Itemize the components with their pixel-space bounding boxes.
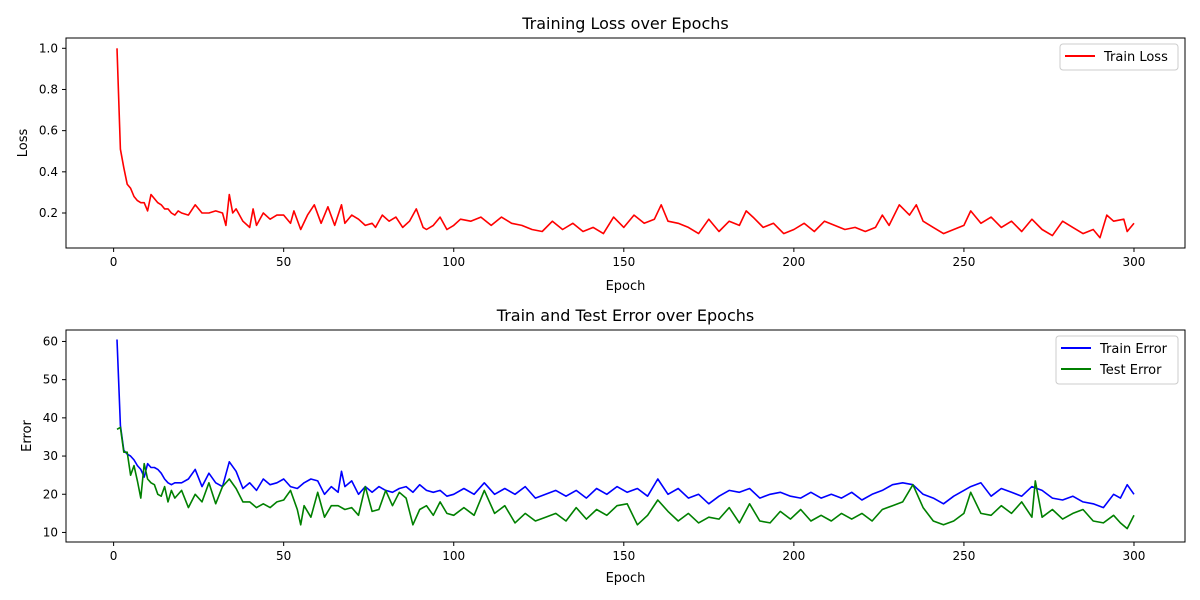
loss-plot-frame (65, 37, 1186, 249)
loss-chart: Training Loss over Epochs 0 50 100 150 200 25… (16, 14, 1186, 294)
loss-x-tick-label: 100 (442, 255, 465, 269)
loss-y-axis-label: Loss (16, 129, 31, 158)
error-plot-frame (65, 329, 1186, 543)
error-chart-title: Train and Test Error over Epochs (496, 306, 754, 325)
error-y-tick-label: 50 (43, 373, 58, 387)
loss-y-tick-label: 0.6 (39, 124, 58, 138)
error-x-axis-label: Epoch (606, 571, 646, 586)
error-y-tick-label: 60 (43, 334, 58, 348)
loss-x-tick-label: 150 (612, 255, 635, 269)
loss-y-tick-label: 0.2 (39, 206, 58, 220)
test-error-series-line (116, 426, 1135, 530)
train-loss-series-line (116, 48, 1135, 239)
error-x-tick-label: 150 (612, 549, 635, 563)
loss-legend: Train Loss (1059, 43, 1179, 71)
error-y-tick-label: 10 (43, 525, 58, 539)
loss-legend-box (1059, 43, 1179, 71)
loss-series-lines (116, 48, 1135, 239)
error-x-tick-label: 300 (1123, 549, 1146, 563)
loss-chart-title: Training Loss over Epochs (521, 14, 729, 33)
error-legend: Train Error Test Error (1055, 335, 1179, 385)
error-y-tick-label: 20 (43, 487, 58, 501)
error-chart-plot-area: 0 50 100 150 200 250 300 10 20 30 40 50 60 (43, 329, 1186, 563)
error-axis-ticks: 0 50 100 150 200 250 300 10 20 30 40 50 60 (43, 334, 1146, 563)
error-x-tick-label: 0 (110, 549, 118, 563)
loss-x-axis-label: Epoch (606, 279, 646, 294)
train-error-legend-label: Train Error (1099, 342, 1168, 357)
error-chart: Train and Test Error over Epochs 0 50 100 1… (20, 306, 1186, 586)
error-series-lines (116, 339, 1135, 530)
loss-x-tick-label: 250 (952, 255, 975, 269)
loss-axis-ticks: 0 50 100 150 200 250 300 0.2 0.4 0.6 0.8 1.0 (39, 41, 1146, 269)
error-x-tick-label: 50 (276, 549, 291, 563)
error-y-tick-label: 30 (43, 449, 58, 463)
test-error-legend-label: Test Error (1099, 363, 1162, 378)
loss-x-tick-label: 200 (782, 255, 805, 269)
loss-legend-label: Train Loss (1103, 50, 1168, 65)
error-x-tick-label: 100 (442, 549, 465, 563)
error-y-axis-label: Error (20, 420, 35, 452)
error-plot-background (66, 330, 1185, 542)
error-x-tick-label: 200 (782, 549, 805, 563)
error-y-tick-label: 40 (43, 411, 58, 425)
loss-x-tick-label: 0 (110, 255, 118, 269)
loss-y-tick-label: 0.8 (39, 82, 58, 96)
error-x-tick-label: 250 (952, 549, 975, 563)
loss-plot-background (66, 38, 1185, 248)
loss-y-tick-label: 1.0 (39, 41, 58, 55)
loss-x-tick-label: 300 (1123, 255, 1146, 269)
loss-chart-plot-area: 0 50 100 150 200 250 300 0.2 0.4 0.6 0.8 1.0 (39, 37, 1186, 269)
train-error-series-line (116, 339, 1135, 509)
loss-y-tick-label: 0.4 (39, 165, 58, 179)
loss-x-tick-label: 50 (276, 255, 291, 269)
